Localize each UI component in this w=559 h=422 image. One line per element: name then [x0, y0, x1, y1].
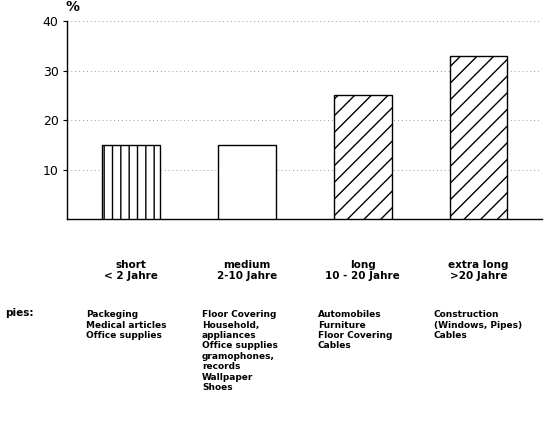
Text: Construction
(Windows, Pipes)
Cables: Construction (Windows, Pipes) Cables	[434, 310, 522, 340]
Text: Floor Covering
Household,
appliances
Office supplies
gramophones,
records
Wallpa: Floor Covering Household, appliances Off…	[202, 310, 278, 392]
Bar	[102, 145, 160, 219]
Text: long
10 - 20 Jahre: long 10 - 20 Jahre	[325, 260, 400, 281]
Text: medium
2-10 Jahre: medium 2-10 Jahre	[216, 260, 277, 281]
Bar	[334, 95, 391, 219]
Text: Packeging
Medical articles
Office supplies: Packeging Medical articles Office suppli…	[86, 310, 167, 340]
Text: Automobiles
Furniture
Floor Covering
Cables: Automobiles Furniture Floor Covering Cab…	[318, 310, 392, 350]
Text: short
< 2 Jahre: short < 2 Jahre	[104, 260, 158, 281]
Bar	[218, 145, 276, 219]
Bar	[449, 56, 508, 219]
Text: %: %	[66, 0, 80, 14]
Text: extra long
>20 Jahre: extra long >20 Jahre	[448, 260, 509, 281]
Text: pies:: pies:	[6, 308, 34, 318]
